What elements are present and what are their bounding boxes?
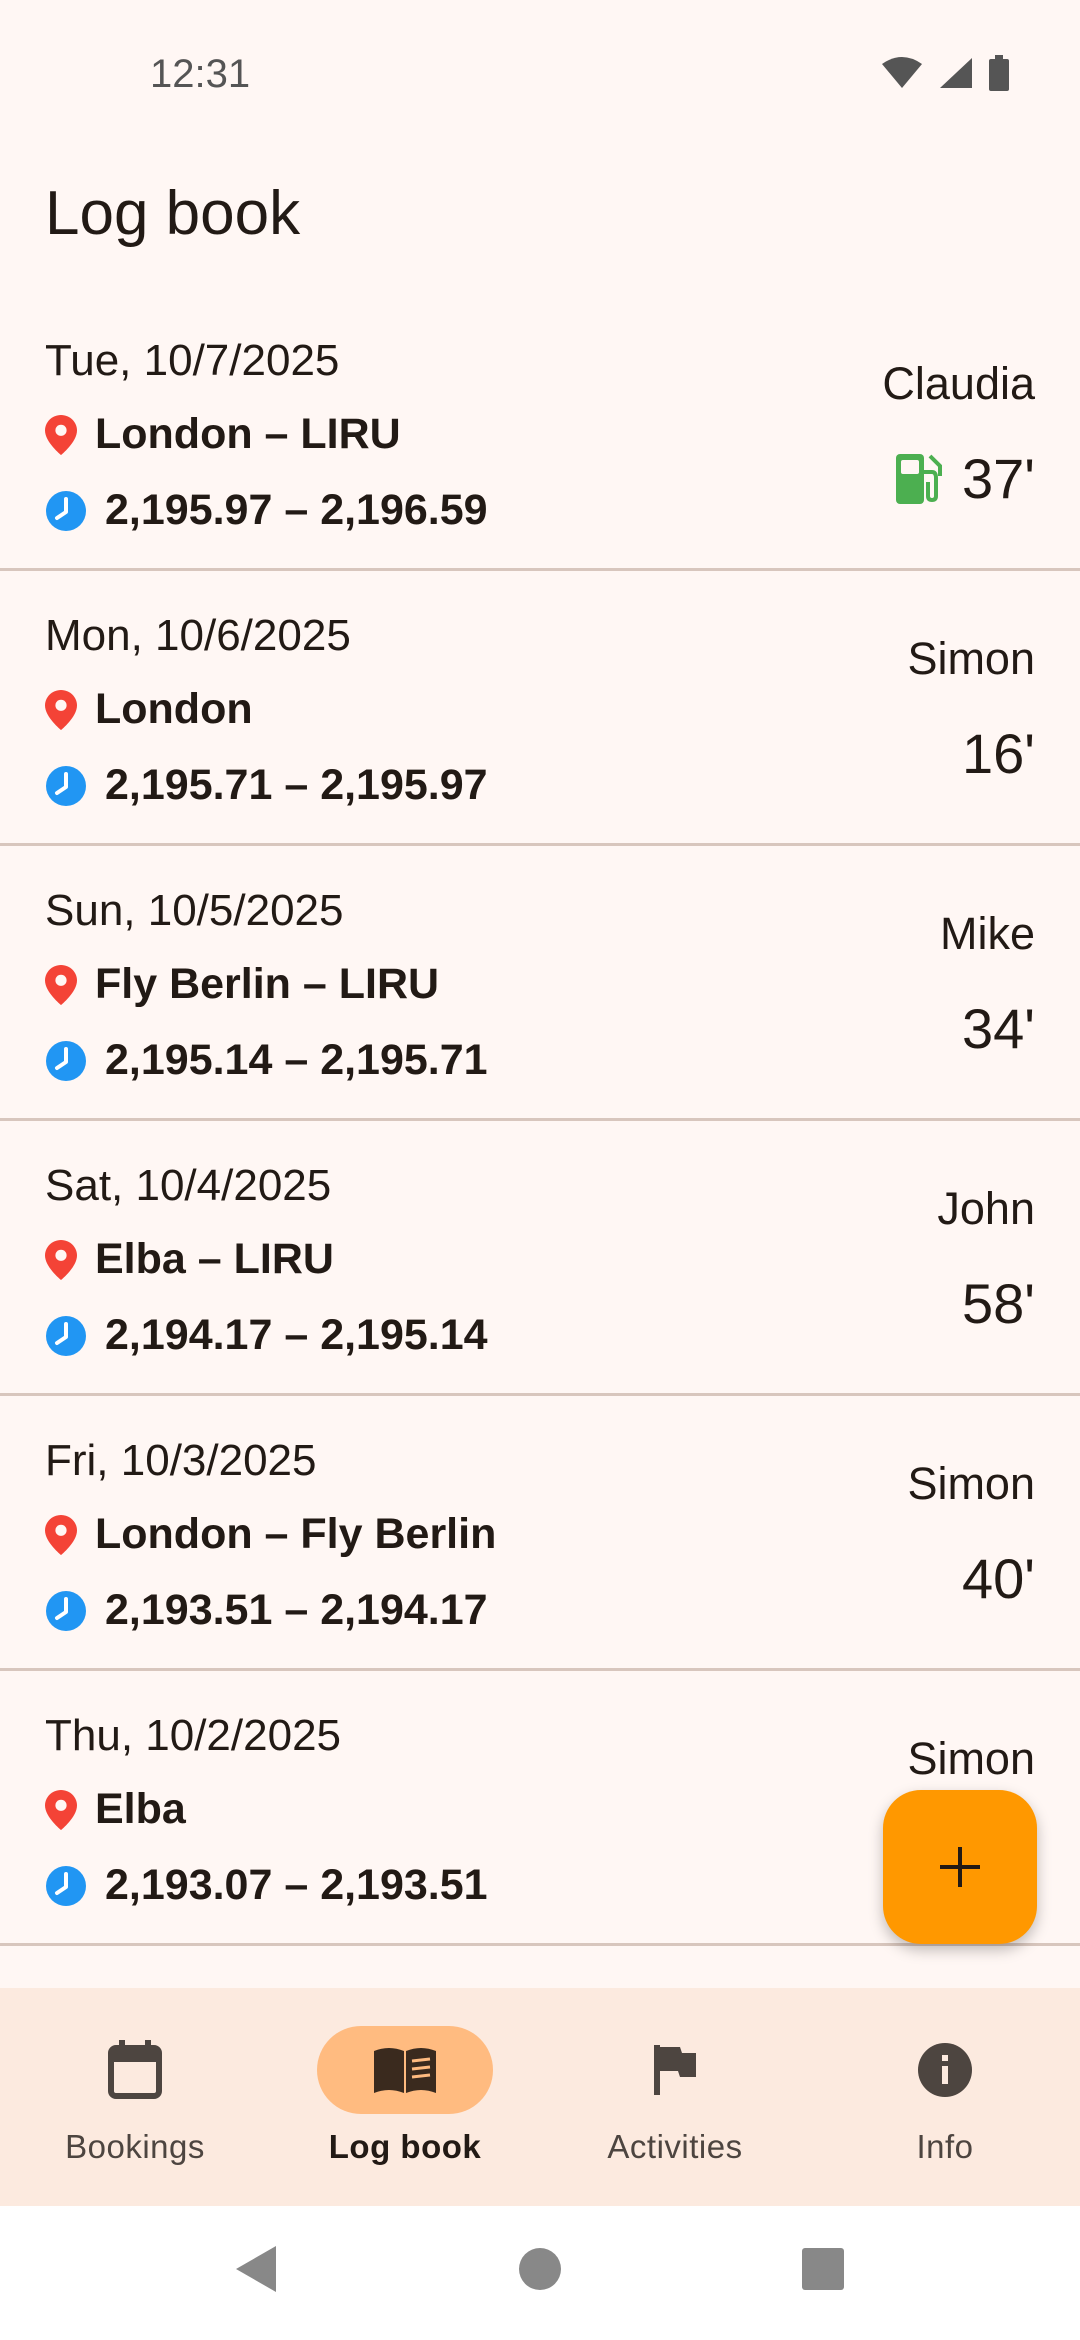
entry-pilot: John: [937, 1183, 1035, 1234]
entry-pilot: Simon: [907, 633, 1035, 684]
nav-item-info[interactable]: Info: [810, 1988, 1080, 2206]
entry-route: Elba – LIRU: [45, 1235, 334, 1284]
log-entry[interactable]: Mon, 10/6/2025 London 2,195.71 – 2,195.9…: [0, 571, 1080, 846]
book-icon: [374, 2048, 436, 2093]
clock-icon: [46, 490, 86, 531]
entry-duration: 37': [894, 446, 1035, 511]
nav-label: Activities: [607, 2128, 743, 2165]
nav-label: Bookings: [65, 2128, 205, 2165]
log-entry[interactable]: Thu, 10/2/2025 Elba 2,193.07 – 2,193.51 …: [0, 1671, 1080, 1946]
location-pin-icon: [45, 1789, 77, 1830]
entry-hours: 2,194.17 – 2,195.14: [45, 1311, 488, 1360]
location-pin-icon: [45, 689, 77, 730]
entry-route: London – Fly Berlin: [45, 1510, 496, 1559]
info-icon: [918, 2043, 972, 2097]
entry-hours-label: 2,194.17 – 2,195.14: [105, 1311, 488, 1359]
entry-hours: 2,193.51 – 2,194.17: [45, 1586, 488, 1635]
location-pin-icon: [45, 414, 77, 455]
entry-pilot: Claudia: [882, 358, 1035, 409]
entry-hours: 2,195.14 – 2,195.71: [45, 1036, 488, 1085]
status-icons: [880, 55, 1010, 91]
entry-route: London: [45, 685, 253, 734]
entry-hours-label: 2,193.51 – 2,194.17: [105, 1586, 488, 1634]
entry-route: Elba: [45, 1785, 186, 1834]
status-time: 12:31: [150, 52, 251, 96]
entry-date: Tue, 10/7/2025: [45, 336, 340, 385]
nav-label: Log book: [328, 2128, 482, 2165]
entry-duration: 40': [962, 1546, 1035, 1611]
entry-date: Thu, 10/2/2025: [45, 1711, 342, 1760]
back-icon[interactable]: [232, 2242, 280, 2296]
entry-pilot: Simon: [907, 1458, 1035, 1509]
entry-hours-label: 2,193.07 – 2,193.51: [105, 1861, 488, 1909]
entry-duration-label: 58': [962, 1272, 1035, 1335]
signal-icon: [940, 58, 972, 88]
nav-label: Info: [916, 2128, 974, 2165]
entry-hours-label: 2,195.71 – 2,195.97: [105, 761, 488, 809]
entry-duration-label: 34': [962, 997, 1035, 1060]
location-pin-icon: [45, 964, 77, 1005]
entry-route-label: London – Fly Berlin: [95, 1510, 497, 1558]
entry-date: Mon, 10/6/2025: [45, 611, 351, 660]
calendar-icon: [108, 2040, 162, 2099]
entry-hours-label: 2,195.14 – 2,195.71: [105, 1036, 488, 1084]
nav-icon-container: [47, 2026, 223, 2114]
entry-route-label: London: [95, 685, 253, 733]
entry-date: Fri, 10/3/2025: [45, 1436, 317, 1485]
nav-icon-container: [857, 2026, 1033, 2114]
entry-route-label: Elba – LIRU: [95, 1235, 334, 1283]
entry-pilot: Simon: [907, 1733, 1035, 1784]
page-title: Log book: [45, 179, 301, 248]
status-bar: 12:31: [0, 0, 1080, 150]
log-entry[interactable]: Tue, 10/7/2025 London – LIRU 2,195.97 – …: [0, 296, 1080, 571]
entry-duration: 16': [962, 721, 1035, 786]
clock-icon: [46, 1040, 86, 1081]
entry-hours-label: 2,195.97 – 2,196.59: [105, 486, 488, 534]
nav-icon-container: [587, 2026, 763, 2114]
log-list: Tue, 10/7/2025 London – LIRU 2,195.97 – …: [0, 296, 1080, 1946]
entry-duration-label: 40': [962, 1547, 1035, 1610]
entry-duration: 58': [962, 1271, 1035, 1336]
clock-icon: [46, 1315, 86, 1356]
clock-icon: [46, 1590, 86, 1631]
home-icon[interactable]: [517, 2242, 563, 2296]
fuel-pump-icon: [896, 453, 943, 504]
bottom-navigation: Bookings Log book Activities: [0, 1988, 1080, 2206]
entry-route: London – LIRU: [45, 410, 401, 459]
clock-icon: [46, 1865, 86, 1906]
recents-icon[interactable]: [800, 2242, 846, 2296]
entry-hours: 2,195.71 – 2,195.97: [45, 761, 488, 810]
entry-date: Sun, 10/5/2025: [45, 886, 344, 935]
clock-icon: [46, 765, 86, 806]
location-pin-icon: [45, 1514, 77, 1555]
nav-item-activities[interactable]: Activities: [540, 1988, 810, 2206]
wifi-icon: [882, 57, 922, 88]
entry-route-label: Elba: [95, 1785, 186, 1833]
entry-route-label: London – LIRU: [95, 410, 401, 458]
entry-hours: 2,195.97 – 2,196.59: [45, 486, 488, 535]
nav-item-bookings[interactable]: Bookings: [0, 1988, 270, 2206]
nav-item-log-book[interactable]: Log book: [270, 1988, 540, 2206]
log-entry[interactable]: Fri, 10/3/2025 London – Fly Berlin 2,193…: [0, 1396, 1080, 1671]
entry-route-label: Fly Berlin – LIRU: [95, 960, 440, 1008]
nav-icon-container: [317, 2026, 493, 2114]
entry-route: Fly Berlin – LIRU: [45, 960, 439, 1009]
entry-duration: 34': [962, 996, 1035, 1061]
flag-icon: [654, 2045, 696, 2095]
entry-hours: 2,193.07 – 2,193.51: [45, 1861, 488, 1910]
location-pin-icon: [45, 1239, 77, 1280]
add-entry-button[interactable]: [883, 1790, 1037, 1944]
system-navigation-bar: [0, 2206, 1080, 2340]
battery-icon: [989, 55, 1009, 91]
plus-icon: [940, 1847, 980, 1887]
log-entry[interactable]: Sat, 10/4/2025 Elba – LIRU 2,194.17 – 2,…: [0, 1121, 1080, 1396]
log-entry[interactable]: Sun, 10/5/2025 Fly Berlin – LIRU 2,195.1…: [0, 846, 1080, 1121]
entry-date: Sat, 10/4/2025: [45, 1161, 332, 1210]
entry-duration-label: 37': [962, 447, 1035, 510]
entry-duration-label: 16': [962, 722, 1035, 785]
entry-pilot: Mike: [939, 908, 1035, 959]
